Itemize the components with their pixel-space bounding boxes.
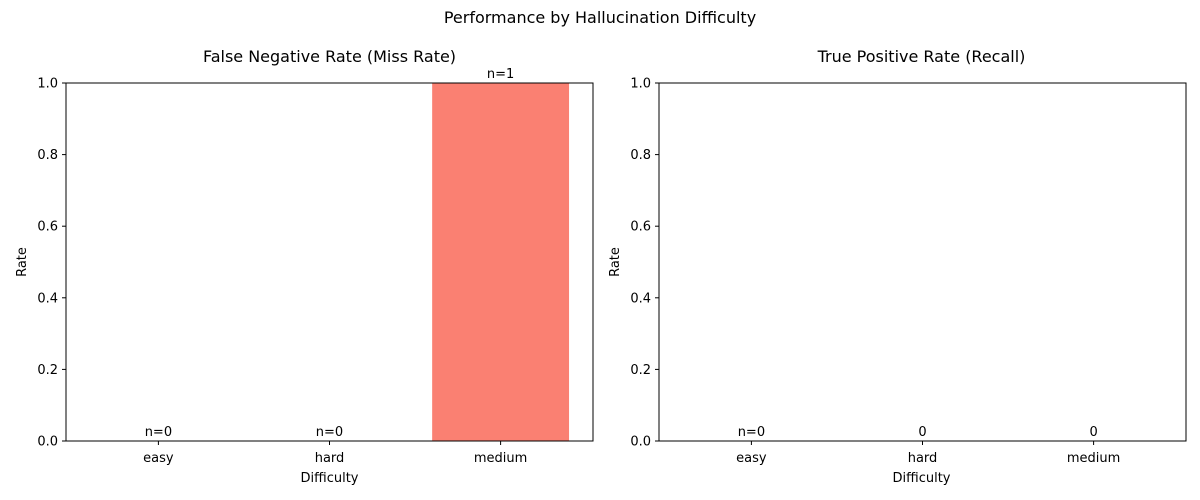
fnr-xtick-label: hard bbox=[315, 451, 345, 466]
tpr-panel: True Positive Rate (Recall) Difficulty R… bbox=[608, 47, 1187, 486]
fnr-title: False Negative Rate (Miss Rate) bbox=[203, 47, 456, 66]
fnr-ytick-label: 0.8 bbox=[37, 148, 58, 163]
tpr-title: True Positive Rate (Recall) bbox=[817, 47, 1026, 66]
tpr-ytick-label: 0.4 bbox=[630, 291, 651, 306]
figure-title: Performance by Hallucination Difficulty bbox=[444, 8, 756, 27]
fnr-xtick-label: easy bbox=[143, 451, 174, 466]
tpr-xtick-label: easy bbox=[736, 451, 767, 466]
fnr-ytick-label: 1.0 bbox=[37, 77, 58, 92]
fnr-bar-medium bbox=[432, 83, 570, 441]
tpr-xlabel: Difficulty bbox=[893, 471, 951, 486]
fnr-ytick-label: 0.6 bbox=[37, 220, 58, 235]
fnr-ytick-label: 0.4 bbox=[37, 291, 58, 306]
tpr-bar-label-hard: 0 bbox=[918, 425, 926, 440]
fnr-ylabel: Rate bbox=[15, 247, 30, 277]
tpr-ytick-label: 0.2 bbox=[630, 363, 651, 378]
fnr-bar-label-easy: n=0 bbox=[145, 425, 172, 440]
tpr-bar-label-medium: 0 bbox=[1089, 425, 1097, 440]
fnr-bar-label-medium: n=1 bbox=[487, 67, 514, 82]
fnr-bar-label-hard: n=0 bbox=[316, 425, 343, 440]
tpr-ytick-label: 1.0 bbox=[630, 77, 651, 92]
fnr-panel: False Negative Rate (Miss Rate) Difficul… bbox=[15, 47, 594, 486]
tpr-ytick-label: 0.6 bbox=[630, 220, 651, 235]
fnr-xtick-label: medium bbox=[474, 451, 527, 466]
tpr-ylabel: Rate bbox=[608, 247, 623, 277]
fnr-xlabel: Difficulty bbox=[301, 471, 359, 486]
fnr-ytick-label: 0.0 bbox=[37, 435, 58, 450]
tpr-ytick-label: 0.0 bbox=[630, 435, 651, 450]
tpr-ytick-label: 0.8 bbox=[630, 148, 651, 163]
tpr-bar-label-easy: n=0 bbox=[738, 425, 765, 440]
tpr-xtick-label: hard bbox=[908, 451, 938, 466]
fnr-ytick-label: 0.2 bbox=[37, 363, 58, 378]
tpr-axes-frame bbox=[658, 82, 1187, 442]
tpr-xtick-label: medium bbox=[1067, 451, 1120, 466]
